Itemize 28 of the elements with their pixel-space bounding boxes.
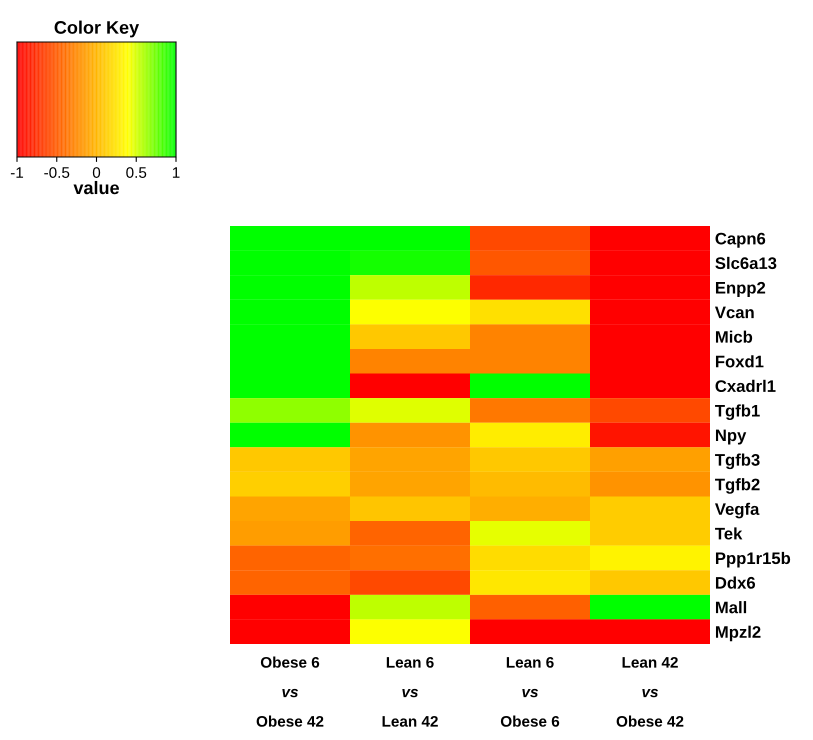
color-bar-label: 1: [172, 167, 180, 178]
color-bar-label: 0.5: [126, 167, 146, 178]
category-label: Obese 6 vs Obese 42: [256, 656, 324, 727]
y-tick-label: Ddx6: [716, 576, 756, 589]
y-tick-label: Ppp1r15b: [716, 552, 790, 568]
y-tick-label: Npy: [716, 430, 746, 444]
y-tick-label: Tgfb3: [715, 454, 760, 470]
legend-title: Color Key: [54, 20, 140, 38]
y-tick-label: Enpp2: [716, 282, 766, 297]
category-label: Lean 6 vs Obese 6: [500, 656, 560, 727]
y-tick-label: Vcan: [714, 306, 754, 318]
y-tick-label: Tek: [715, 527, 742, 540]
y-tick-label: Micb: [716, 330, 752, 343]
y-tick-label: Tgfb1: [715, 404, 760, 420]
color-bar-label: 0: [92, 167, 100, 178]
category-label: Lean 6 vs Lean 42: [382, 656, 438, 727]
y-tick-label: Vegfa: [714, 502, 760, 518]
y-tick-label: Slc6a13: [715, 256, 776, 270]
y-tick-label: Tgfb2: [715, 478, 760, 494]
y-tick-label: Mall: [716, 601, 746, 614]
y-tick-label: Foxd1: [716, 355, 764, 368]
y-tick-label: Capn6: [716, 232, 766, 248]
color-bar-label: -1: [10, 167, 24, 178]
color-bar-label: -0.5: [44, 167, 70, 178]
category-label: Lean 42 vs Obese 42: [616, 656, 684, 727]
y-tick-label: Mpzl2: [716, 626, 760, 642]
y-tick-label: Cxadrl1: [716, 380, 776, 392]
color-bar-title: value: [73, 180, 119, 194]
